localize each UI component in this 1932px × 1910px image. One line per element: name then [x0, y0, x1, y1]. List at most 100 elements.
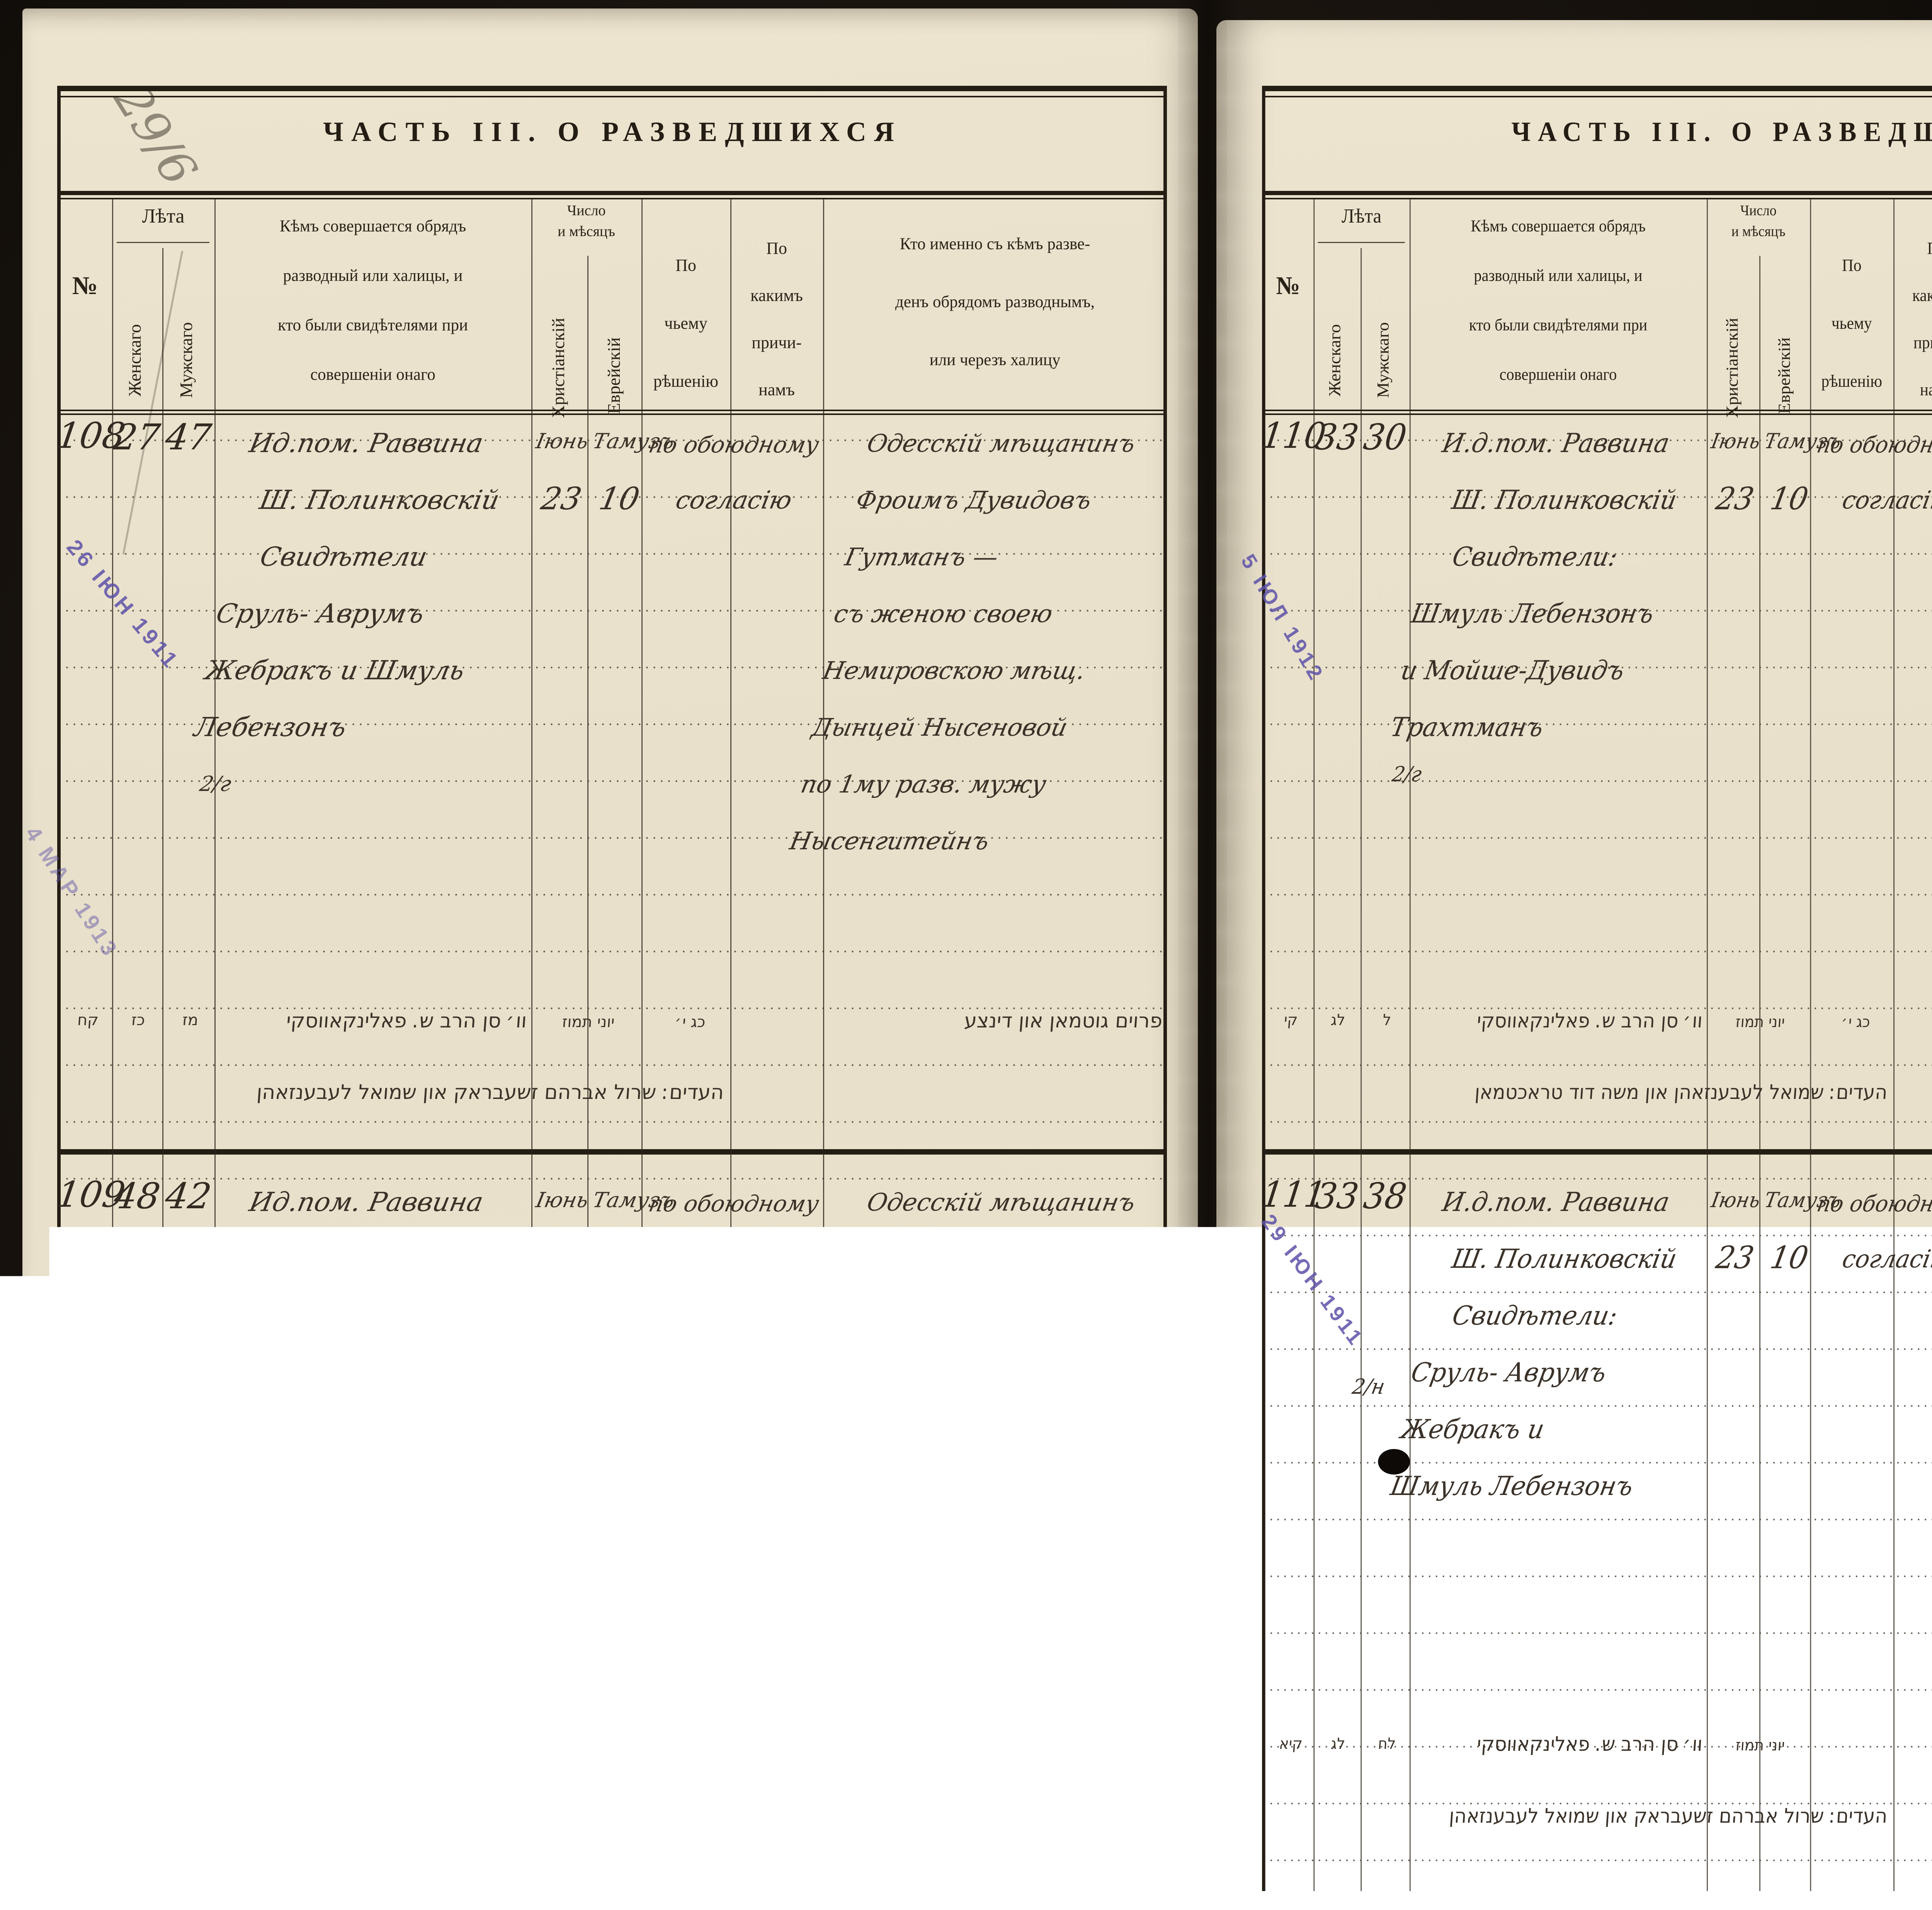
day-christian: 23: [538, 1240, 585, 1276]
hebrew-token: ל: [1365, 1011, 1407, 1029]
hw-line: Жебракъ и Шмуль: [200, 642, 520, 699]
hebrew-token: לח: [1365, 1735, 1407, 1753]
hebrew-line: העדים: שרול אברהם זשעבראק און שמואל לעבע…: [184, 1081, 724, 1104]
col-header-line: или черезъ халицу: [823, 331, 1167, 389]
hw-line: Нысенгитейнъ: [785, 813, 1130, 869]
hw-line: Мошко Дувидовъ: [851, 1231, 1196, 1288]
left-page: 29/6 ЧАСТЬ III. О РАЗВЕДШИХСЯ Лѣта № Жен…: [22, 9, 1198, 1901]
section-title: ЧАСТЬ III. О РАЗВЕДШИХСЯ: [1263, 116, 1932, 148]
col-header-line: денъ обрядомъ разводнымъ,: [823, 273, 1167, 331]
hw-line: Гутманъ —: [840, 529, 1185, 585]
col-header-line: Число: [1707, 200, 1810, 221]
hw-line: Трахтманъ: [1386, 699, 1686, 756]
hebrew-line: העדים: שמואל לעבענזאהן און משה דוד טראכט…: [184, 1805, 724, 1828]
hebrew-token: לג: [1316, 1735, 1358, 1753]
col-header-reason: По какимъ причи- намъ: [1893, 225, 1932, 413]
clerk-mark: 2/н: [1350, 1374, 1387, 1399]
age-female: 33: [1311, 1175, 1363, 1217]
age-male: 30: [1358, 417, 1412, 458]
hebrew-decision-note: כג י׳: [654, 1013, 726, 1031]
col-header-line: какимъ: [1893, 272, 1932, 319]
col-header-line: Число: [531, 200, 641, 221]
col-header-line: По: [730, 225, 823, 272]
hw-line: Ид.пом. Раввина: [244, 1174, 565, 1231]
reason-entry: по обоюдному: [1815, 432, 1932, 458]
col-header-line: Кѣмъ совершается обрядъ: [214, 202, 531, 251]
clerk-mark: 2/г: [191, 1517, 226, 1542]
ink-blot: [1378, 1449, 1410, 1475]
col-header-line: и мѣсяцъ: [531, 221, 641, 242]
hw-line: сына Двойрой: [796, 1515, 1141, 1572]
hw-line: Шмуль Лебензонъ: [211, 1344, 531, 1401]
day-christian: 23: [1713, 481, 1757, 517]
rule: [58, 198, 1167, 199]
ink-blot: [945, 1418, 983, 1444]
hw-line: Одесскій мѣщанинъ: [862, 415, 1198, 472]
col-header-line: По: [1810, 236, 1893, 294]
reason-entry: по обоюдному: [646, 1191, 821, 1217]
age-female: 27: [109, 417, 165, 458]
right-page: 30 Славянская Типо-Литогр. Е. Хрисогелос…: [1216, 20, 1932, 1891]
col-header-years: Лѣта: [1313, 205, 1410, 228]
hebrew-decision-note: כג י׳: [1822, 1013, 1889, 1031]
col-header-line: намъ: [730, 366, 823, 413]
col-header-line: рѣшенію: [641, 352, 730, 410]
record-number: 111: [1259, 1174, 1315, 1215]
reason-entry: по обоюдному: [646, 432, 821, 458]
ink-blot: [938, 1681, 968, 1718]
day-jewish: 10: [1768, 1240, 1811, 1276]
reason-entry: согласію: [673, 486, 794, 515]
hw-line: своею дочерью: [829, 1344, 1174, 1401]
hw-line: съ женою своею: [829, 585, 1174, 642]
hebrew-token: קט: [65, 1735, 109, 1753]
record-number: 110: [1259, 415, 1315, 456]
ink-blot: [981, 1427, 997, 1437]
age-female: 33: [1311, 417, 1363, 458]
col-header-line: причи-: [1893, 319, 1932, 366]
col-header-line: рѣшенію: [1810, 352, 1893, 410]
age-male: 38: [1358, 1175, 1412, 1217]
hebrew-who-line: פרוים גוטמאן און דינצע: [827, 1009, 1162, 1032]
hw-line: Берковной Кинисъ: [785, 1572, 1130, 1628]
rule: [58, 96, 1167, 97]
month-christian: Іюнь: [534, 1188, 590, 1212]
hebrew-token: קיא: [1269, 1735, 1311, 1753]
hebrew-token: מח: [115, 1735, 160, 1753]
hebrew-date-note: יוני תמוז: [1709, 1737, 1810, 1754]
col-header-line: совершеніи онаго: [1410, 350, 1707, 400]
record-number: 108: [54, 415, 114, 456]
rule: [1263, 96, 1932, 97]
hebrew-token: קי: [1269, 1011, 1311, 1029]
col-header-line: какимъ: [730, 272, 823, 319]
reason-entry: согласію: [673, 1245, 794, 1274]
hebrew-line: וו׳ סן הרב ש. פאלינקאווסקי: [223, 1009, 527, 1032]
rule: [58, 191, 1167, 195]
hw-line: Свидѣтели:: [1447, 529, 1717, 585]
hw-line: Свидѣтели:: [1447, 1288, 1717, 1344]
hw-line: И.д.пом. Раввина: [1437, 415, 1738, 472]
hebrew-date-note: יוני תמוז: [534, 1737, 641, 1754]
hw-line: Шмуль Лебензонъ: [1406, 585, 1707, 642]
hebrew-line: העדים: שמואל לעבענזאהן און משה דוד טראכט…: [1381, 1081, 1888, 1104]
day-jewish: 10: [596, 1240, 643, 1276]
hebrew-line: וו׳ סן הרב ש. פאלינקאווסקי: [223, 1733, 527, 1756]
col-header-line: причи-: [730, 319, 823, 366]
day-jewish: 10: [596, 481, 643, 517]
hw-line: Фроимъ Дувидовъ: [851, 472, 1196, 529]
hw-line: Сруль- Аврумъ: [211, 585, 531, 642]
hw-line: Ид.пом. Раввина: [244, 415, 565, 472]
month-christian: Іюнь: [1709, 429, 1762, 453]
hw-line: Дынцей Нысеновой: [807, 699, 1152, 756]
hebrew-token: לג: [1316, 1011, 1358, 1029]
hw-line: Свидѣтели: [255, 529, 543, 585]
hw-line: И.д.пом. Раввина: [1437, 1174, 1738, 1231]
hebrew-decision-note: כג י׳: [654, 1737, 726, 1754]
hw-line: Ш. Полинковскій: [1447, 1231, 1728, 1288]
month-christian: Іюнь: [1709, 1188, 1762, 1212]
left-table: ЧАСТЬ III. О РАЗВЕДШИХСЯ Лѣта № Женскаго…: [58, 86, 1167, 1901]
table-border-left: [1262, 86, 1265, 1891]
hw-line: и Мойше-Дувидъ: [200, 1401, 520, 1458]
col-header-no: №: [1263, 271, 1313, 301]
day-christian: 23: [1713, 1240, 1757, 1276]
col-header-line: По: [641, 236, 730, 294]
